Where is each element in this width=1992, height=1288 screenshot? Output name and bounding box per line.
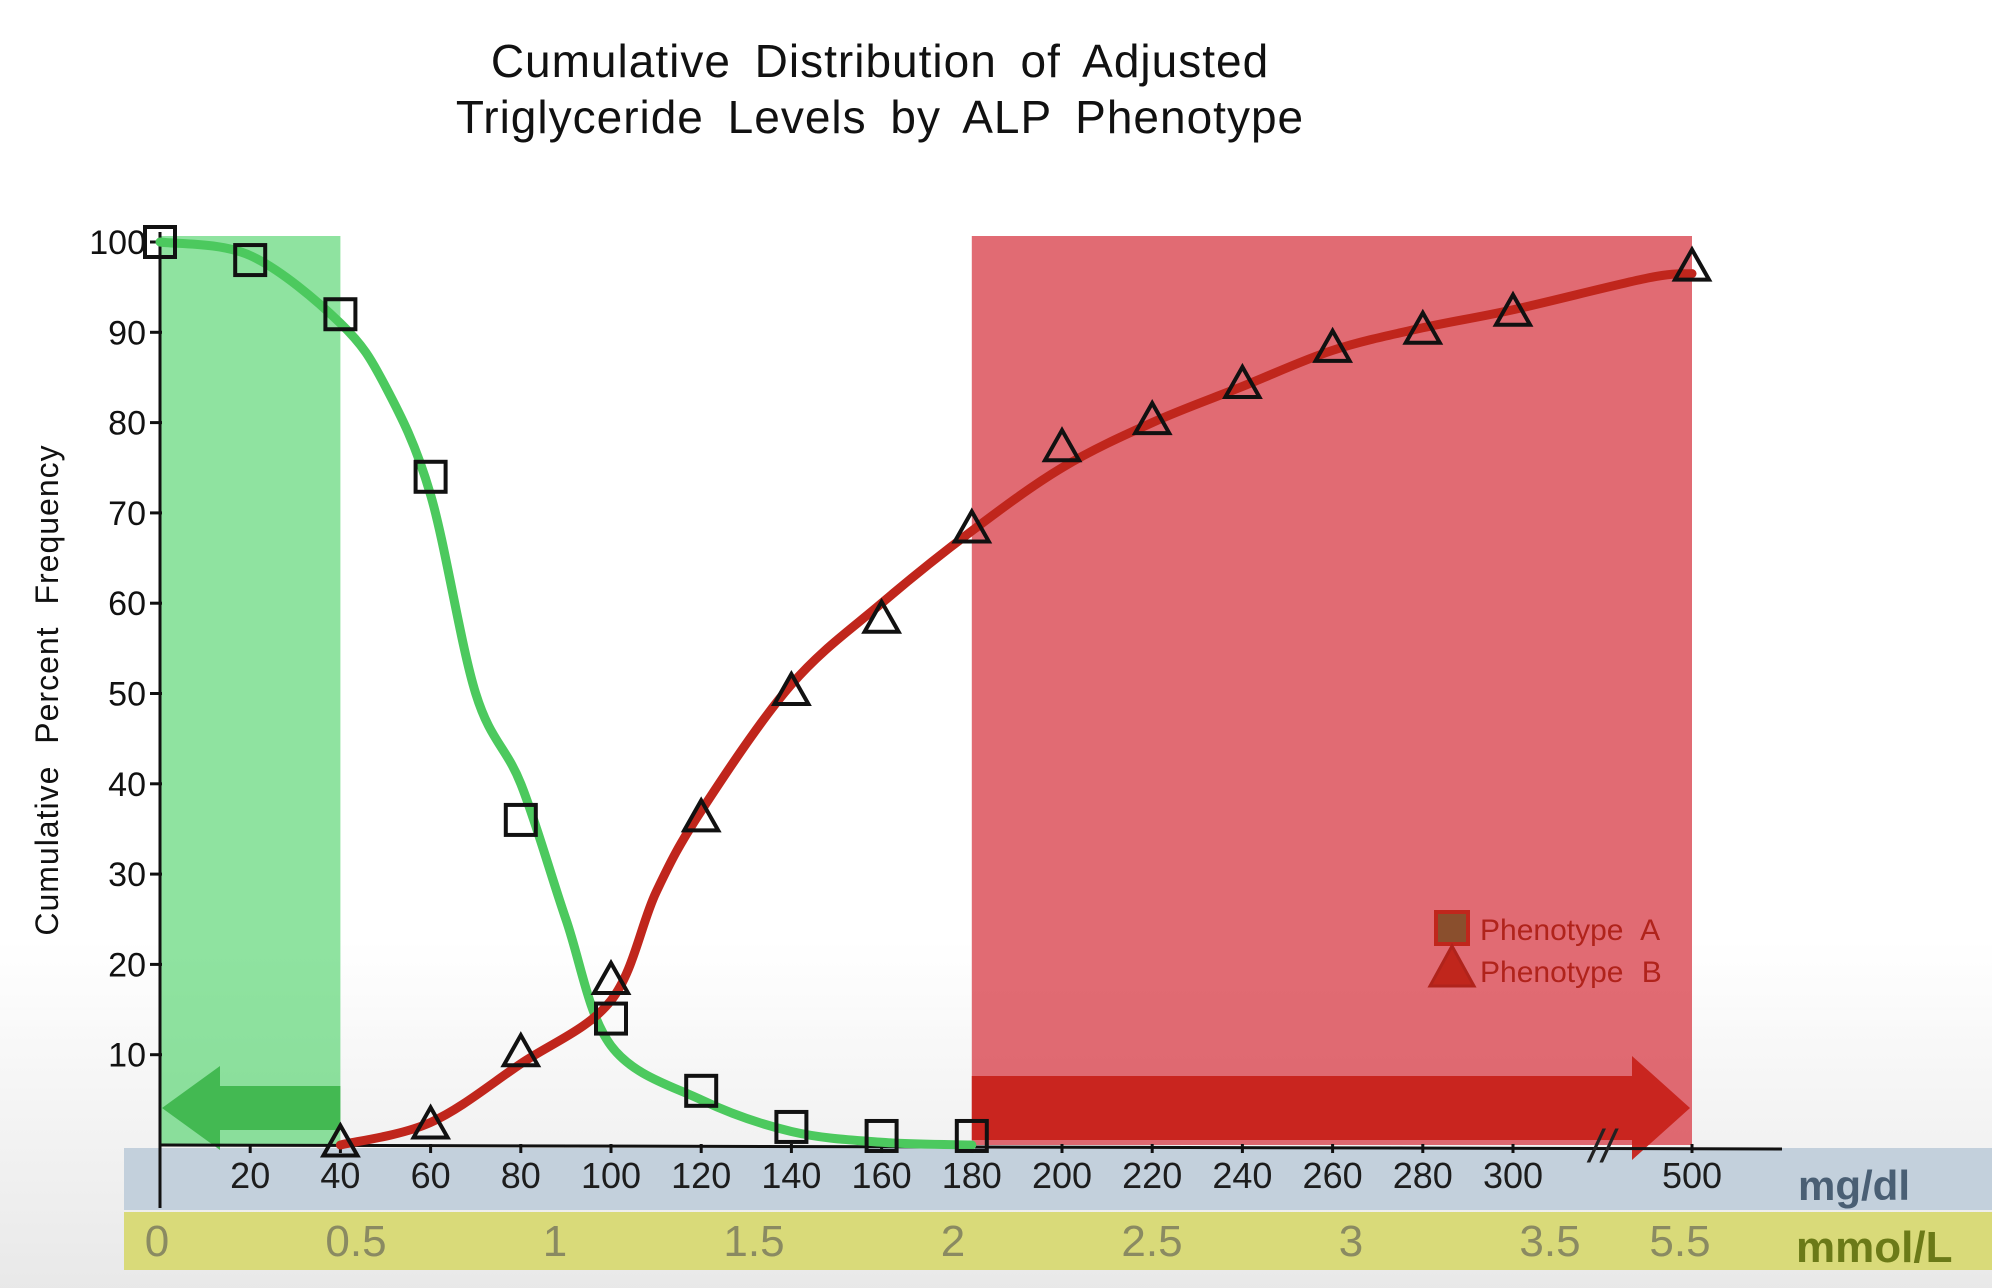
y-tick-label: 90: [108, 314, 146, 352]
y-tick-label: 20: [108, 946, 146, 984]
data-point-phenotype-a: [413, 459, 448, 494]
mgdl-band: [124, 1148, 1992, 1210]
unit-label-mgdl: mg/dl: [1798, 1162, 1910, 1209]
x-tick-label-mmol: 2: [941, 1217, 965, 1266]
data-point-phenotype-b: [1402, 308, 1444, 345]
data-point-phenotype-b: [410, 1103, 452, 1140]
chart-title-line-1: Cumulative Distribution of Adjusted: [490, 35, 1270, 87]
x-tick-label-mgdl: 160: [852, 1155, 912, 1196]
x-tick-label-mgdl: 280: [1393, 1155, 1453, 1196]
y-tick-label: 100: [89, 224, 146, 262]
y-tick-label: 10: [108, 1037, 146, 1075]
data-point-phenotype-b: [319, 1121, 361, 1158]
x-tick-label-mgdl: 120: [671, 1155, 731, 1196]
x-tick-label-mgdl: 240: [1212, 1155, 1272, 1196]
y-tick-label: 30: [108, 856, 146, 894]
x-tick-label-mgdl: 220: [1122, 1155, 1182, 1196]
data-point-phenotype-b: [861, 597, 903, 634]
data-point-phenotype-a: [594, 1001, 628, 1036]
data-point-phenotype-b: [1312, 326, 1354, 363]
legend-marker-square-icon: [1434, 910, 1470, 946]
x-tick-label-mgdl: 140: [761, 1155, 821, 1196]
legend-marker-triangle-icon: [1427, 942, 1477, 988]
y-tick-label: 70: [108, 495, 146, 533]
x-tick-label-mmol: 1: [543, 1217, 567, 1266]
x-tick-label-mgdl: 180: [942, 1155, 1002, 1196]
x-tick-label-mmol: 5.5: [1649, 1217, 1710, 1266]
x-tick-label-mgdl: 20: [230, 1155, 270, 1196]
axis-break-mark: //: [1586, 1120, 1619, 1172]
legend-label-phenotype-b: Phenotype B: [1480, 956, 1662, 989]
data-point-phenotype-b: [680, 796, 722, 833]
x-tick-label-mgdl: 60: [411, 1155, 451, 1196]
data-point-phenotype-a: [233, 243, 268, 278]
low-triglyceride-zone: [160, 236, 341, 1145]
data-point-phenotype-b: [1131, 399, 1173, 436]
x-tick-label-mgdl: 200: [1032, 1155, 1092, 1196]
data-point-phenotype-a: [684, 1073, 719, 1108]
data-point-phenotype-b: [1671, 245, 1713, 282]
data-point-phenotype-a: [774, 1109, 809, 1144]
data-point-phenotype-a: [864, 1118, 899, 1153]
x-tick-label-mgdl: 500: [1662, 1155, 1722, 1196]
mmol-band: [124, 1212, 1992, 1270]
data-point-phenotype-b: [770, 669, 812, 706]
y-tick-label: 60: [108, 585, 146, 623]
left-arrow-icon: [162, 1066, 341, 1150]
data-point-phenotype-a: [143, 225, 177, 259]
data-point-phenotype-b: [590, 958, 632, 995]
y-axis-title: Cumulative Percent Frequency: [29, 444, 65, 935]
data-point-phenotype-a: [503, 802, 538, 837]
data-point-phenotype-a: [954, 1118, 989, 1153]
x-tick-label-mmol: 3: [1339, 1217, 1363, 1266]
data-point-phenotype-a: [323, 297, 358, 332]
y-tick-label: 50: [108, 676, 146, 714]
x-tick-label-mgdl: 260: [1303, 1155, 1363, 1196]
data-point-phenotype-b: [1041, 426, 1083, 463]
chart-title-line-2: Triglyceride Levels by ALP Phenotype: [455, 91, 1305, 143]
x-tick-label-mmol: 3.5: [1519, 1217, 1580, 1266]
x-tick-label-mgdl: 40: [320, 1155, 360, 1196]
x-tick-label-mmol: 2.5: [1121, 1217, 1182, 1266]
legend-label-phenotype-a: Phenotype A: [1480, 914, 1660, 947]
x-tick-label-mgdl: 100: [581, 1155, 641, 1196]
y-tick-label: 80: [108, 405, 146, 443]
data-point-phenotype-b: [1221, 362, 1263, 399]
data-point-phenotype-b: [1492, 290, 1534, 327]
data-point-phenotype-b: [951, 507, 993, 544]
x-tick-label-mmol: 0: [145, 1217, 169, 1266]
x-tick-label-mgdl: 80: [501, 1155, 541, 1196]
x-tick-label-mmol: 0.5: [325, 1217, 386, 1266]
x-tick-label-mgdl: 300: [1483, 1155, 1543, 1196]
series-line-phenotype-b: [335, 269, 1697, 1150]
y-tick-label: 40: [108, 766, 146, 804]
high-triglyceride-zone: [971, 236, 1692, 1145]
unit-label-mmol: mmol/L: [1796, 1223, 1952, 1272]
right-arrow-icon: [971, 1056, 1690, 1160]
x-tick-label-mmol: 1.5: [723, 1217, 784, 1266]
series-line-phenotype-a: [155, 237, 977, 1150]
data-point-phenotype-b: [500, 1031, 542, 1068]
